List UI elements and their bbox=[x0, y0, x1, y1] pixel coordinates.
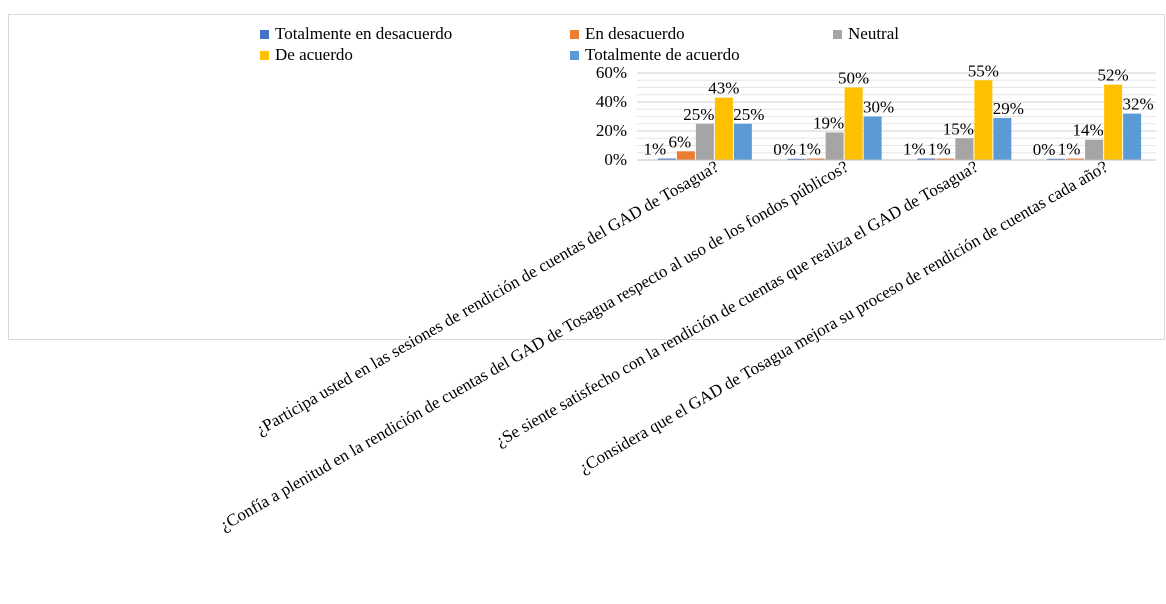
bar bbox=[993, 117, 1012, 160]
data-label: 0% bbox=[773, 140, 796, 159]
legend-swatch bbox=[833, 29, 842, 39]
data-label: 1% bbox=[928, 140, 951, 159]
bar bbox=[1085, 139, 1104, 160]
legend-swatch bbox=[570, 50, 579, 60]
legend-label: De acuerdo bbox=[275, 45, 353, 64]
bar bbox=[825, 132, 844, 160]
data-label: 25% bbox=[683, 105, 714, 124]
legend-item: En desacuerdo bbox=[570, 24, 685, 44]
legend-label: Totalmente de acuerdo bbox=[585, 45, 740, 64]
legend-label: Neutral bbox=[848, 24, 899, 43]
data-label: 14% bbox=[1073, 121, 1104, 140]
legend-label: Totalmente en desacuerdo bbox=[275, 24, 453, 43]
bar bbox=[733, 123, 752, 160]
legend-swatch bbox=[570, 29, 579, 39]
data-label: 1% bbox=[798, 140, 821, 159]
y-tick-label: 40% bbox=[596, 92, 627, 111]
x-tick-label: ¿Se siente satisfecho con la rendición d… bbox=[492, 157, 981, 450]
x-tick-label: ¿Confía a plenitud en la rendición de cu… bbox=[216, 157, 851, 535]
data-label: 6% bbox=[669, 132, 692, 151]
bar bbox=[787, 158, 806, 160]
legend-item: Neutral bbox=[833, 24, 899, 44]
bar bbox=[1047, 158, 1066, 160]
legend-label: En desacuerdo bbox=[585, 24, 685, 43]
legend-item: Totalmente de acuerdo bbox=[570, 45, 740, 65]
data-label: 19% bbox=[813, 113, 844, 132]
bar bbox=[657, 158, 676, 160]
data-label: 50% bbox=[838, 69, 869, 88]
data-label: 1% bbox=[644, 140, 667, 159]
bar bbox=[917, 158, 936, 160]
chart-area bbox=[8, 14, 1165, 340]
y-tick-label: 60% bbox=[596, 63, 627, 82]
bar bbox=[844, 87, 863, 160]
bar bbox=[936, 158, 955, 160]
bar bbox=[974, 80, 993, 160]
data-label: 1% bbox=[903, 140, 926, 159]
bar bbox=[695, 123, 714, 160]
legend-item: Totalmente en desacuerdo bbox=[260, 24, 452, 44]
data-label: 15% bbox=[943, 119, 974, 138]
bar bbox=[1066, 158, 1085, 160]
data-label: 29% bbox=[993, 99, 1024, 118]
legend-swatch bbox=[260, 50, 269, 60]
bar bbox=[806, 158, 825, 160]
bar bbox=[1104, 84, 1123, 160]
bar bbox=[714, 97, 733, 160]
bar bbox=[863, 116, 882, 160]
data-label: 1% bbox=[1058, 140, 1081, 159]
data-label: 55% bbox=[968, 61, 999, 80]
y-tick-label: 0% bbox=[604, 150, 627, 169]
bar bbox=[955, 138, 974, 160]
data-label: 30% bbox=[863, 98, 894, 117]
data-label: 0% bbox=[1033, 140, 1056, 159]
data-label: 32% bbox=[1123, 95, 1154, 114]
data-label: 52% bbox=[1098, 66, 1129, 85]
x-tick-label: ¿Participa usted en las sesiones de rend… bbox=[253, 157, 722, 439]
legend-swatch bbox=[260, 29, 269, 39]
data-label: 25% bbox=[733, 105, 764, 124]
bar bbox=[676, 151, 695, 160]
legend-item: De acuerdo bbox=[260, 45, 353, 65]
bars bbox=[657, 80, 1142, 160]
bar bbox=[1123, 113, 1142, 160]
data-labels: 1% 6%25%43%25%0% 1%19%50%30%1% 1%15%55%29%0… bbox=[644, 61, 1154, 159]
y-tick-label: 20% bbox=[596, 121, 627, 140]
data-label: 43% bbox=[708, 79, 739, 98]
